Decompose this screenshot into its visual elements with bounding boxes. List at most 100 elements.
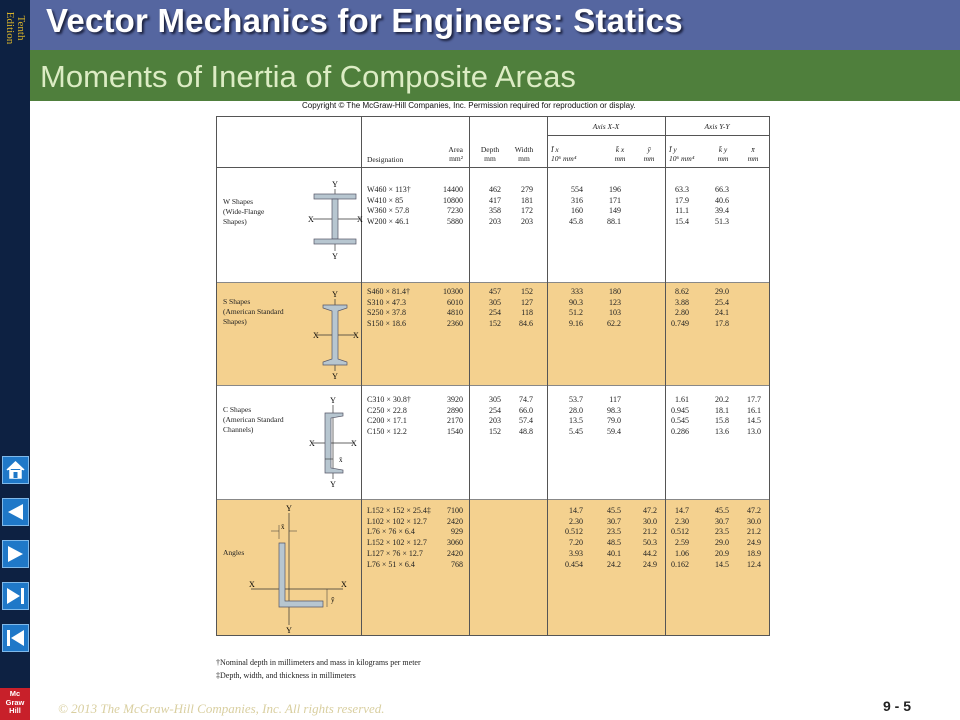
- group-rule: [217, 282, 769, 283]
- ix-cell: 554 316 160 45.8: [569, 185, 583, 227]
- area-header: Area mm²: [448, 145, 463, 163]
- depth-cell: 305 254 203 152: [489, 395, 501, 437]
- area-cell: 10300 6010 4810 2360: [443, 287, 463, 329]
- home-icon: [6, 460, 25, 479]
- svg-text:X: X: [309, 439, 315, 448]
- svg-text:Y: Y: [332, 180, 338, 189]
- ix-cell: 14.7 2.30 0.512 7.20 3.93 0.454: [565, 506, 583, 569]
- ybar-header: ȳ mm: [643, 145, 655, 163]
- ky-cell: 20.2 18.1 15.8 13.6: [715, 395, 729, 437]
- band-angles: [217, 499, 769, 635]
- c-shape-section-icon: Y Y X X x̄: [309, 396, 357, 489]
- skip-to-start-icon: [7, 630, 24, 646]
- band-s-shapes: [217, 282, 769, 385]
- copyright-footer: © 2013 The McGraw-Hill Companies, Inc. A…: [58, 701, 385, 716]
- svg-text:Y: Y: [332, 290, 338, 299]
- group-name-angles: Angles: [223, 548, 245, 557]
- svg-text:Y: Y: [330, 396, 336, 405]
- kx-header: k̄ x mm: [614, 145, 626, 163]
- width-cell: 74.7 66.0 57.4 48.8: [519, 395, 533, 437]
- kx-cell: 45.5 30.7 23.5 48.5 40.1 24.2: [607, 506, 621, 569]
- left-arrow-icon: [8, 504, 23, 520]
- ix-cell: 53.7 28.0 13.5 5.45: [569, 395, 583, 437]
- depth-header: Depth mm: [480, 145, 500, 163]
- sidebar: Tenth Edition Mc Graw Hill: [0, 0, 30, 720]
- group-rule: [217, 385, 769, 386]
- edition-label: Tenth Edition: [4, 11, 27, 45]
- s-shape-section-icon: Y Y X X: [313, 290, 359, 381]
- designation-cell: L152 × 152 × 25.4‡ L102 × 102 × 12.7 L76…: [367, 506, 431, 569]
- column-rule: [469, 117, 470, 635]
- ky-cell: 66.3 40.6 39.4 51.3: [715, 185, 729, 227]
- skip-to-end-icon: [7, 588, 24, 604]
- svg-text:X: X: [351, 439, 357, 448]
- axis-header-rule: [547, 135, 769, 136]
- slide-title: Vector Mechanics for Engineers: Statics: [46, 2, 683, 39]
- iy-header: Ī y 10⁶ mm⁴: [669, 145, 695, 163]
- iy-cell: 1.61 0.945 0.545 0.286: [671, 395, 689, 437]
- designation-header: Designation: [367, 155, 404, 164]
- depth-cell: 462 417 358 203: [489, 185, 501, 227]
- title-bar: Vector Mechanics for Engineers: Statics: [30, 0, 960, 50]
- group-name-c-shapes: C Shapes (American Standard Channels): [223, 405, 284, 434]
- w-shape-section-icon: Y Y X X: [308, 180, 363, 261]
- designation-cell: S460 × 81.4† S310 × 47.3 S250 × 37.8 S15…: [367, 287, 410, 329]
- column-rule: [665, 117, 666, 635]
- slide-subtitle: Moments of Inertia of Composite Areas: [40, 59, 576, 94]
- width-cell: 279 181 172 203: [521, 185, 533, 227]
- svg-text:Y: Y: [286, 626, 292, 635]
- column-rule: [361, 117, 362, 635]
- last-slide-button[interactable]: [2, 582, 29, 610]
- svg-text:ȳ: ȳ: [331, 596, 335, 604]
- ky-cell: 45.5 30.7 23.5 29.0 20.9 14.5: [715, 506, 729, 569]
- iy-cell: 14.7 2.30 0.512 2.59 1.06 0.162: [671, 506, 689, 569]
- page-number: 9 - 5: [883, 698, 912, 714]
- footnote-depth-width: ‡Depth, width, and thickness in millimet…: [216, 671, 356, 680]
- svg-text:x̄: x̄: [281, 523, 285, 531]
- first-slide-button[interactable]: [2, 624, 29, 652]
- mcgraw-hill-logo: Mc Graw Hill: [0, 688, 30, 720]
- subtitle-bar: Moments of Inertia of Composite Areas: [30, 50, 960, 101]
- group-name-w-shapes: W Shapes (Wide-Flange Shapes): [223, 197, 265, 226]
- xbar-cell: 47.2 30.0 21.2 24.9 18.9 12.4: [747, 506, 761, 569]
- depth-cell: 457 305 254 152: [489, 287, 501, 329]
- svg-text:X: X: [353, 331, 359, 340]
- home-button[interactable]: [2, 456, 29, 484]
- xbar-header: x̄ mm: [747, 145, 759, 163]
- svg-text:Y: Y: [332, 252, 338, 261]
- properties-table: Axis X-X Axis Y-Y Designation Area mm² D…: [216, 116, 770, 636]
- copyright-notice: Copyright © The McGraw-Hill Companies, I…: [302, 101, 636, 110]
- axis-xx-header: Axis X-X: [592, 122, 620, 131]
- designation-cell: W460 × 113† W410 × 85 W360 × 57.8 W200 ×…: [367, 185, 411, 227]
- axis-yy-header: Axis Y-Y: [704, 122, 730, 131]
- kx-cell: 117 98.3 79.0 59.4: [607, 395, 621, 437]
- svg-text:X: X: [308, 215, 314, 224]
- area-cell: 3920 2890 2170 1540: [447, 395, 463, 437]
- ky-cell: 29.0 25.4 24.1 17.8: [715, 287, 729, 329]
- ybar-cell: 47.2 30.0 21.2 50.3 44.2 24.9: [643, 506, 657, 569]
- svg-text:X: X: [357, 215, 363, 224]
- iy-cell: 63.3 17.9 11.1 15.4: [675, 185, 689, 227]
- designation-cell: C310 × 30.8† C250 × 22.8 C200 × 17.1 C15…: [367, 395, 411, 437]
- kx-cell: 196 171 149 88.1: [607, 185, 621, 227]
- right-arrow-icon: [8, 546, 23, 562]
- area-cell: 7100 2420 929 3060 2420 768: [447, 506, 463, 569]
- ix-header: Ī x 10⁶ mm⁴: [551, 145, 577, 163]
- ky-header: k̄ y mm: [717, 145, 729, 163]
- svg-text:Y: Y: [286, 504, 292, 513]
- ix-cell: 333 90.3 51.2 9.16: [569, 287, 583, 329]
- table-footnotes: †Nominal depth in millimeters and mass i…: [216, 656, 421, 682]
- svg-text:X: X: [313, 331, 319, 340]
- iy-cell: 8.62 3.88 2.80 0.749: [671, 287, 689, 329]
- width-header: Width mm: [514, 145, 534, 163]
- next-slide-button[interactable]: [2, 540, 29, 568]
- group-rule: [217, 499, 769, 500]
- previous-slide-button[interactable]: [2, 498, 29, 526]
- area-cell: 14400 10800 7230 5880: [443, 185, 463, 227]
- xbar-cell: 17.7 16.1 14.5 13.0: [747, 395, 761, 437]
- angle-section-icon: Y Y X X x̄ ȳ: [249, 504, 347, 635]
- header-rule: [217, 167, 769, 168]
- svg-text:x̄: x̄: [339, 456, 343, 464]
- footnote-nominal-depth: †Nominal depth in millimeters and mass i…: [216, 658, 421, 667]
- width-cell: 152 127 118 84.6: [519, 287, 533, 329]
